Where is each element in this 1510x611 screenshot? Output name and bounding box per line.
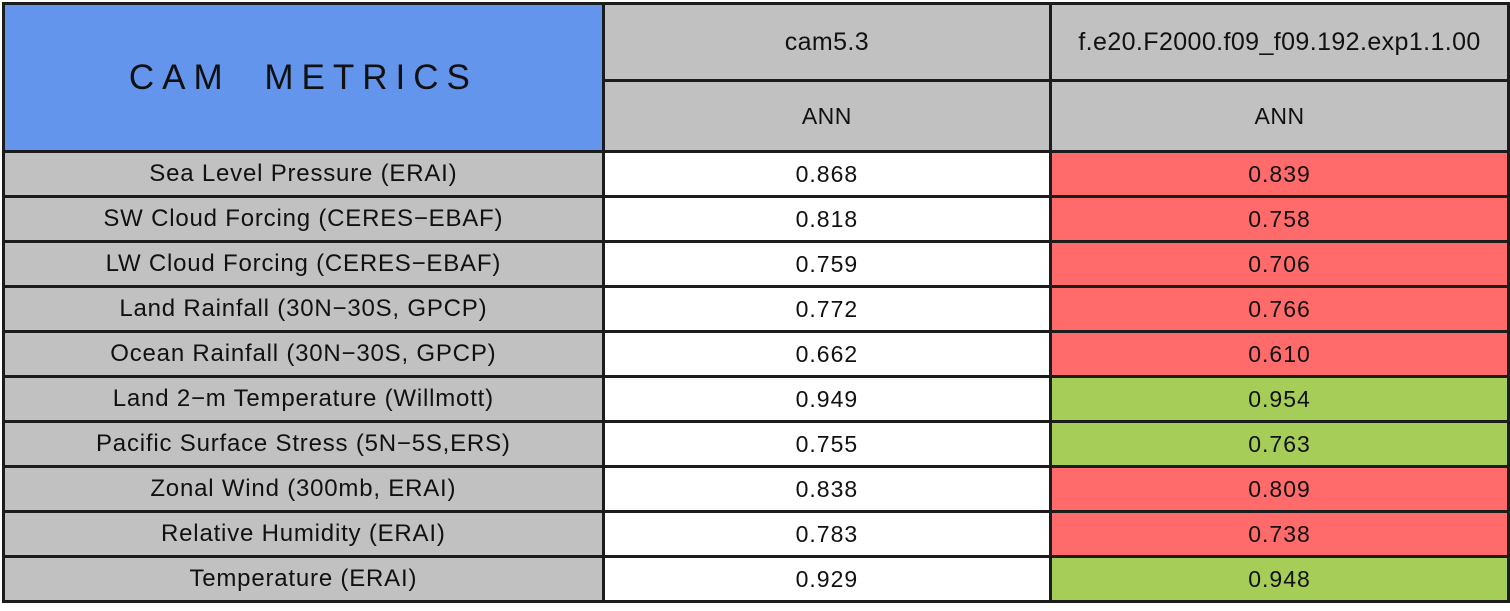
table-row: Pacific Surface Stress (5N−5S,ERS) 0.755… bbox=[2, 420, 1510, 468]
cam53-value: 0.759 bbox=[601, 240, 1053, 288]
table-row: SW Cloud Forcing (CERES−EBAF) 0.818 0.75… bbox=[2, 195, 1510, 243]
experiment-value: 0.766 bbox=[1049, 285, 1510, 333]
column-header-cam53: cam5.3 bbox=[601, 2, 1053, 82]
experiment-value: 0.839 bbox=[1049, 150, 1510, 198]
metric-label: LW Cloud Forcing (CERES−EBAF) bbox=[2, 240, 605, 288]
table-row: Zonal Wind (300mb, ERAI) 0.838 0.809 bbox=[2, 465, 1510, 513]
experiment-value: 0.738 bbox=[1049, 510, 1510, 558]
table-row: Land Rainfall (30N−30S, GPCP) 0.772 0.76… bbox=[2, 285, 1510, 333]
experiment-value: 0.809 bbox=[1049, 465, 1510, 513]
table-row: Land 2−m Temperature (Willmott) 0.949 0.… bbox=[2, 375, 1510, 423]
experiment-value: 0.758 bbox=[1049, 195, 1510, 243]
experiment-value: 0.706 bbox=[1049, 240, 1510, 288]
cam53-value: 0.755 bbox=[601, 420, 1053, 468]
metric-label: Zonal Wind (300mb, ERAI) bbox=[2, 465, 605, 513]
column-header-experiment: f.e20.F2000.f09_f09.192.exp1.1.00 bbox=[1049, 2, 1510, 82]
metric-label: Ocean Rainfall (30N−30S, GPCP) bbox=[2, 330, 605, 378]
metric-label: Relative Humidity (ERAI) bbox=[2, 510, 605, 558]
experiment-value: 0.948 bbox=[1049, 555, 1510, 603]
cam53-value: 0.929 bbox=[601, 555, 1053, 603]
header-row-models: CAM METRICS cam5.3 f.e20.F2000.f09_f09.1… bbox=[2, 2, 1510, 153]
experiment-value: 0.610 bbox=[1049, 330, 1510, 378]
metric-label: Sea Level Pressure (ERAI) bbox=[2, 150, 605, 198]
table-title: CAM METRICS bbox=[2, 2, 605, 153]
table-row: Sea Level Pressure (ERAI) 0.868 0.839 bbox=[2, 150, 1510, 198]
table-row: Relative Humidity (ERAI) 0.783 0.738 bbox=[2, 510, 1510, 558]
cam53-value: 0.818 bbox=[601, 195, 1053, 243]
metric-label: Land Rainfall (30N−30S, GPCP) bbox=[2, 285, 605, 333]
metric-label: Temperature (ERAI) bbox=[2, 555, 605, 603]
season-header-cam53: ANN bbox=[601, 79, 1053, 153]
table-row: Ocean Rainfall (30N−30S, GPCP) 0.662 0.6… bbox=[2, 330, 1510, 378]
cam53-value: 0.783 bbox=[601, 510, 1053, 558]
experiment-value: 0.954 bbox=[1049, 375, 1510, 423]
table-row: Temperature (ERAI) 0.929 0.948 bbox=[2, 555, 1510, 603]
metric-label: Land 2−m Temperature (Willmott) bbox=[2, 375, 605, 423]
metric-label: SW Cloud Forcing (CERES−EBAF) bbox=[2, 195, 605, 243]
table-row: LW Cloud Forcing (CERES−EBAF) 0.759 0.70… bbox=[2, 240, 1510, 288]
cam53-value: 0.949 bbox=[601, 375, 1053, 423]
experiment-value: 0.763 bbox=[1049, 420, 1510, 468]
cam53-value: 0.772 bbox=[601, 285, 1053, 333]
header-row-seasons: ANN ANN bbox=[4, 79, 1510, 153]
metric-label: Pacific Surface Stress (5N−5S,ERS) bbox=[2, 420, 605, 468]
cam53-value: 0.662 bbox=[601, 330, 1053, 378]
season-header-experiment: ANN bbox=[1049, 79, 1510, 153]
cam53-value: 0.868 bbox=[601, 150, 1053, 198]
cam53-value: 0.838 bbox=[601, 465, 1053, 513]
